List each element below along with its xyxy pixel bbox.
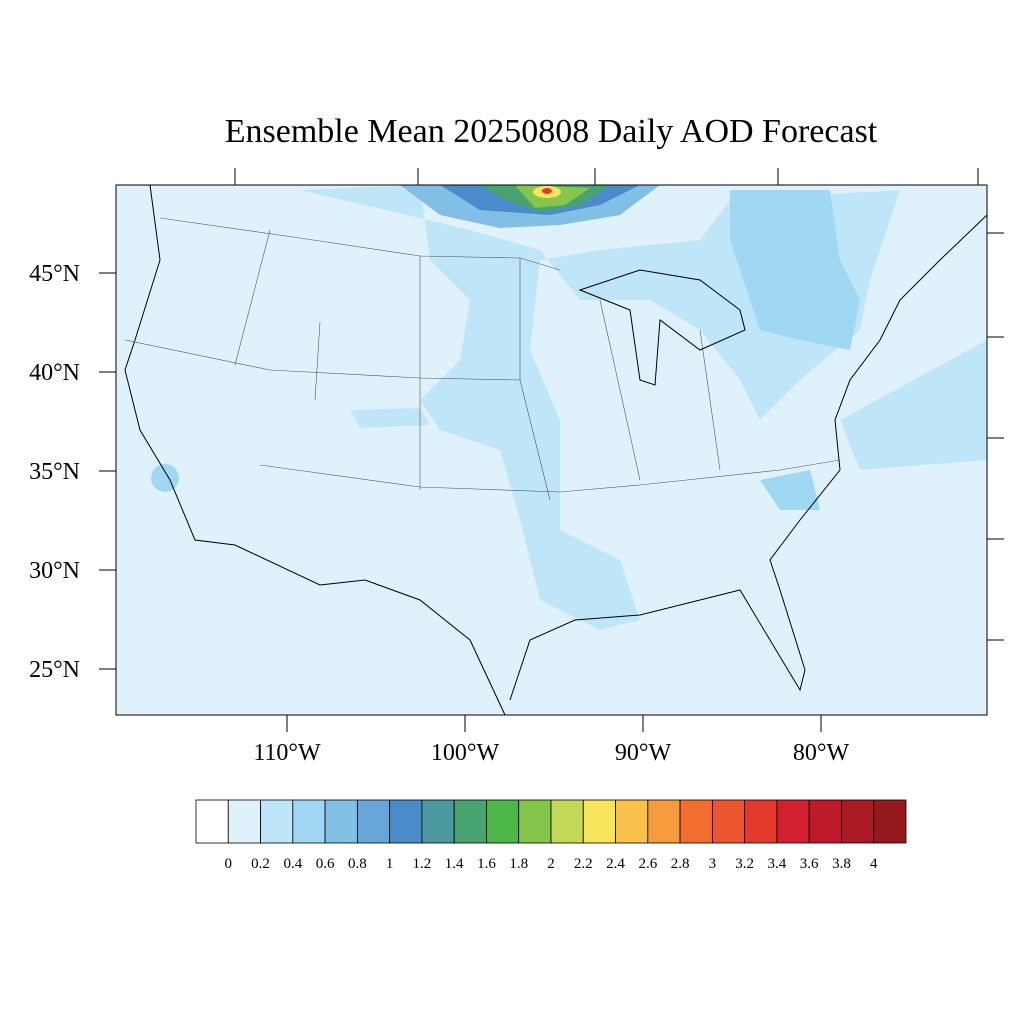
colorbar-box <box>679 799 713 844</box>
lon-label: 90°W <box>615 740 672 766</box>
colorbar-box <box>421 799 455 844</box>
colorbar-box <box>227 799 261 844</box>
colorbar-label: 3 <box>709 856 717 872</box>
colorbar-box <box>776 799 810 844</box>
aod-colorado <box>350 408 430 428</box>
coastline <box>124 184 988 716</box>
lon-label: 100°W <box>431 740 500 766</box>
colorbar-label: 0.6 <box>316 856 335 872</box>
colorbar-box <box>518 799 552 844</box>
colorbar-label: 1.4 <box>445 856 464 872</box>
colorbar-label: 1.8 <box>509 856 528 872</box>
colorbar-label: 2 <box>547 856 555 872</box>
colorbar-label: 3.6 <box>800 856 819 872</box>
aod-southeast <box>760 470 820 510</box>
aod-northeast <box>730 190 860 350</box>
aod-atlantic <box>840 340 987 470</box>
colorbar-label: 3.8 <box>832 856 851 872</box>
lat-label: 30°N <box>29 558 80 584</box>
aod-socal <box>151 464 179 492</box>
colorbar-box <box>356 799 391 844</box>
great-lakes <box>578 269 746 386</box>
colorbar-box <box>582 799 616 844</box>
lat-label: 35°N <box>29 459 80 485</box>
colorbar-box <box>647 799 681 844</box>
colorbar-label: 1.2 <box>413 856 432 872</box>
colorbar-box <box>486 799 520 844</box>
colorbar-box <box>550 799 584 844</box>
colorbar-label: 0 <box>225 856 233 872</box>
lat-label: 45°N <box>29 261 80 287</box>
lat-label: 25°N <box>29 657 80 683</box>
colorbar-label: 4 <box>870 856 878 872</box>
colorbar-box <box>389 799 423 844</box>
colorbar-box <box>324 799 358 844</box>
colorbar-label: 2.2 <box>574 856 593 872</box>
colorbar-label: 1 <box>386 856 394 872</box>
aod-plume-core <box>542 188 552 194</box>
colorbar-label: 0.2 <box>251 856 270 872</box>
lat-label: 40°N <box>29 360 80 386</box>
colorbar-box <box>841 799 875 844</box>
colorbar-box <box>873 799 907 844</box>
colorbar-box <box>195 799 229 844</box>
frame-ticks <box>234 168 1004 641</box>
colorbar-box <box>615 799 649 844</box>
colorbar-label: 3.2 <box>735 856 754 872</box>
colorbar-box <box>292 799 326 844</box>
colorbar-box <box>808 799 842 844</box>
colorbar-label: 3.4 <box>768 856 787 872</box>
colorbar-box <box>711 799 746 844</box>
colorbar-label: 0.8 <box>348 856 367 872</box>
colorbar-label: 2.8 <box>671 856 690 872</box>
state-borders <box>124 217 841 501</box>
lon-label: 80°W <box>793 740 850 766</box>
map-panel <box>115 168 1004 716</box>
colorbar-label: 2.4 <box>606 856 625 872</box>
colorbar-box <box>260 799 294 844</box>
lon-label: 110°W <box>253 740 321 766</box>
colorbar-label: 2.6 <box>638 856 657 872</box>
colorbar-label: 1.6 <box>477 856 496 872</box>
colorbar-box <box>744 799 778 844</box>
colorbar-box <box>453 799 487 844</box>
colorbar-label: 0.4 <box>283 856 302 872</box>
map-title: Ensemble Mean 20250808 Daily AOD Forecas… <box>225 113 878 150</box>
map-frame <box>115 184 988 716</box>
